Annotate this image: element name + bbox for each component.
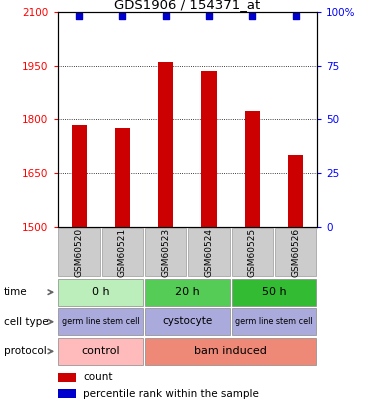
Point [119, 13, 125, 20]
Bar [145, 279, 230, 305]
Bar [188, 228, 230, 276]
Text: GSM60520: GSM60520 [75, 228, 83, 277]
Text: cell type: cell type [4, 317, 48, 327]
Bar [102, 228, 143, 276]
Bar [275, 228, 316, 276]
Text: cystocyte: cystocyte [162, 316, 213, 326]
Text: GSM60526: GSM60526 [291, 228, 300, 277]
Text: 50 h: 50 h [262, 287, 286, 296]
Text: control: control [82, 346, 120, 356]
Text: GSM60525: GSM60525 [248, 228, 257, 277]
Text: GSM60521: GSM60521 [118, 228, 127, 277]
Bar [145, 228, 187, 276]
Bar [58, 373, 76, 382]
Bar [232, 228, 273, 276]
Bar [58, 309, 143, 335]
Text: GSM60524: GSM60524 [204, 228, 213, 277]
Text: protocol: protocol [4, 346, 46, 356]
Point [206, 13, 212, 20]
Text: 0 h: 0 h [92, 287, 109, 296]
Point [163, 13, 169, 20]
Text: time: time [4, 287, 27, 297]
Bar [115, 128, 130, 227]
Point [249, 13, 255, 20]
Bar [245, 111, 260, 227]
Bar [232, 279, 316, 305]
Bar [145, 309, 230, 335]
Text: germ line stem cell: germ line stem cell [235, 317, 313, 326]
Text: percentile rank within the sample: percentile rank within the sample [83, 389, 259, 399]
Bar [158, 62, 173, 227]
Bar [58, 228, 100, 276]
Bar [58, 338, 143, 365]
Bar [288, 155, 303, 227]
Text: 20 h: 20 h [175, 287, 200, 296]
Bar [201, 71, 217, 227]
Bar [58, 389, 76, 399]
Bar [232, 309, 316, 335]
Text: count: count [83, 372, 113, 382]
Bar [58, 279, 143, 305]
Text: germ line stem cell: germ line stem cell [62, 317, 139, 326]
Bar [72, 125, 87, 227]
Bar [145, 338, 316, 365]
Text: GSM60523: GSM60523 [161, 228, 170, 277]
Point [76, 13, 82, 20]
Title: GDS1906 / 154371_at: GDS1906 / 154371_at [114, 0, 260, 11]
Point [293, 13, 299, 20]
Text: bam induced: bam induced [194, 346, 267, 356]
